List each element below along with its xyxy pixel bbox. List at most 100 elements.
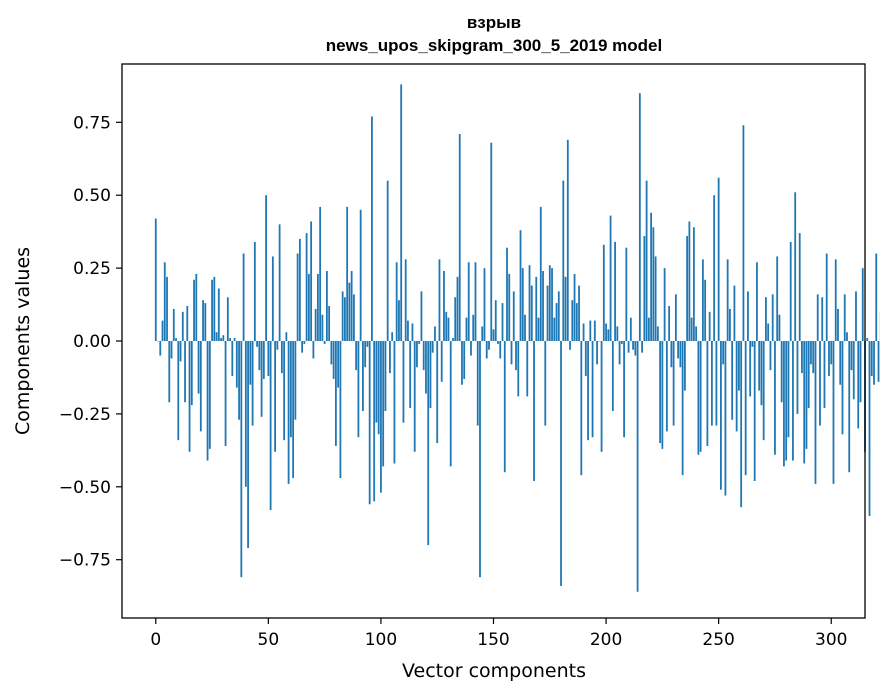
bar-303 xyxy=(837,308,839,341)
bar-64 xyxy=(298,238,301,341)
bar-307 xyxy=(846,332,848,341)
bar-144 xyxy=(479,341,481,578)
y-tick-label: 0.00 xyxy=(73,332,111,352)
bar-125 xyxy=(436,341,439,444)
bar-195 xyxy=(593,320,596,341)
bar-90 xyxy=(357,341,360,438)
bar-35 xyxy=(233,338,236,341)
bar-105 xyxy=(391,332,394,341)
bar-186 xyxy=(573,273,576,341)
bar-298 xyxy=(825,253,828,341)
bar-92 xyxy=(362,341,364,411)
bar-62 xyxy=(294,341,297,420)
bars-group xyxy=(154,84,880,592)
bar-136 xyxy=(461,341,463,385)
bar-5 xyxy=(166,276,168,341)
bar-296 xyxy=(821,297,824,341)
bar-254 xyxy=(726,259,729,341)
bar-313 xyxy=(859,341,862,403)
bar-280 xyxy=(785,341,788,461)
bar-56 xyxy=(280,341,283,374)
bar-21 xyxy=(202,300,204,341)
x-tick-label: 100 xyxy=(365,630,397,650)
bar-36 xyxy=(235,341,238,388)
bar-178 xyxy=(555,303,558,341)
bar-143 xyxy=(476,341,479,426)
bar-242 xyxy=(699,341,702,452)
bar-67 xyxy=(305,233,308,341)
bar-145 xyxy=(481,326,484,341)
bar-37 xyxy=(238,341,240,420)
bar-117 xyxy=(418,341,421,344)
bar-3 xyxy=(161,320,164,341)
bar-89 xyxy=(355,341,358,371)
bar-2 xyxy=(159,341,162,356)
bar-142 xyxy=(474,262,477,341)
bar-218 xyxy=(645,180,648,341)
bar-187 xyxy=(575,303,578,341)
bar-141 xyxy=(472,314,475,341)
y-axis-label: Components values xyxy=(12,247,34,435)
bar-208 xyxy=(623,341,625,438)
bar-17 xyxy=(193,279,195,341)
bar-65 xyxy=(301,341,304,353)
bar-300 xyxy=(830,341,833,365)
bar-109 xyxy=(400,84,403,341)
bar-201 xyxy=(607,329,610,341)
bar-274 xyxy=(771,294,774,341)
bar-88 xyxy=(353,294,355,341)
bar-30 xyxy=(222,335,225,341)
bar-308 xyxy=(848,341,851,473)
bar-204 xyxy=(614,241,616,341)
bar-169 xyxy=(535,276,538,341)
bar-275 xyxy=(774,341,776,455)
bar-107 xyxy=(395,262,398,341)
bar-13 xyxy=(184,341,186,403)
bar-184 xyxy=(569,341,571,350)
bar-48 xyxy=(262,341,265,379)
bar-33 xyxy=(229,338,231,341)
bar-68 xyxy=(307,273,310,341)
bar-87 xyxy=(350,271,353,341)
bar-180 xyxy=(560,341,562,586)
bar-70 xyxy=(312,341,315,359)
bar-260 xyxy=(740,341,743,508)
bar-121 xyxy=(427,341,430,546)
bar-20 xyxy=(199,341,202,432)
bar-290 xyxy=(807,341,810,409)
bar-94 xyxy=(366,341,369,347)
bar-86 xyxy=(348,282,351,341)
bar-128 xyxy=(443,271,445,341)
bar-118 xyxy=(420,291,423,341)
bar-213 xyxy=(634,341,637,356)
bar-278 xyxy=(780,341,783,403)
bar-262 xyxy=(744,341,747,476)
bar-247 xyxy=(711,341,713,426)
bar-130 xyxy=(447,317,450,341)
bar-98 xyxy=(375,341,378,423)
bar-111 xyxy=(404,259,407,341)
bar-302 xyxy=(834,259,837,341)
bar-137 xyxy=(463,341,466,379)
bar-41 xyxy=(247,341,249,549)
bar-147 xyxy=(485,341,488,359)
bar-139 xyxy=(467,262,470,341)
bar-83 xyxy=(341,291,344,341)
bar-251 xyxy=(720,341,722,490)
bar-28 xyxy=(217,288,220,341)
bar-314 xyxy=(861,268,864,341)
bar-230 xyxy=(672,341,675,426)
bar-267 xyxy=(756,262,758,341)
bar-224 xyxy=(659,341,662,444)
bar-299 xyxy=(828,341,830,376)
bar-316 xyxy=(866,338,869,341)
bar-58 xyxy=(285,332,288,341)
bar-134 xyxy=(456,276,459,341)
bar-311 xyxy=(855,291,857,341)
bar-198 xyxy=(600,341,603,452)
bar-212 xyxy=(632,341,634,350)
bar-217 xyxy=(643,236,646,341)
bar-167 xyxy=(530,285,533,341)
bar-45 xyxy=(256,341,258,347)
